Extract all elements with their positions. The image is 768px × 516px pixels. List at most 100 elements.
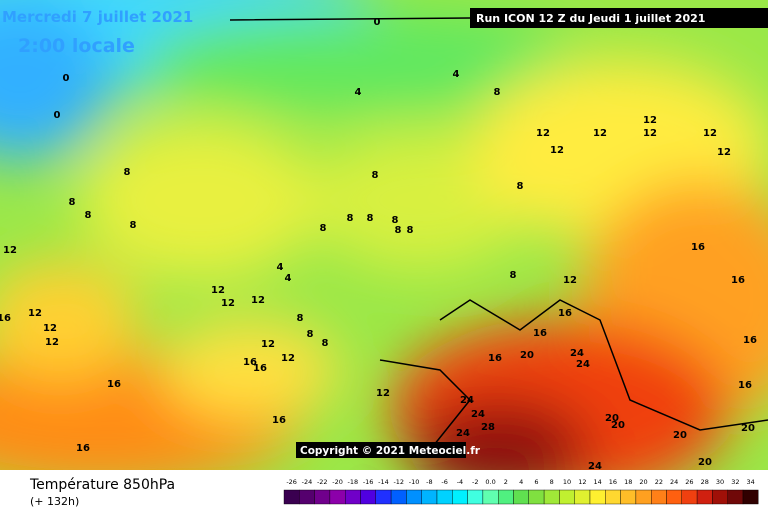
run-box	[470, 8, 768, 28]
legend-swatch	[712, 489, 728, 505]
contour-label: 16	[533, 328, 547, 339]
legend-label: 16	[609, 478, 617, 486]
contour-label: 16	[743, 335, 757, 346]
legend-swatch	[574, 489, 591, 505]
contour-label: 8	[320, 223, 327, 234]
contour-label: 0	[374, 17, 381, 28]
contour-label: 20	[611, 420, 625, 431]
legend-label: 6	[534, 478, 538, 486]
legend-label: -2	[472, 478, 478, 486]
contour-label: 8	[322, 338, 329, 349]
legend-swatch	[482, 489, 499, 505]
legend-swatch	[452, 489, 468, 505]
legend-swatch	[421, 489, 438, 505]
legend-label: 30	[716, 478, 724, 486]
contour-label: 8	[407, 225, 414, 236]
contour-label: 8	[367, 213, 374, 224]
legend-label: -22	[317, 478, 328, 486]
contour-label: 8	[510, 270, 517, 281]
legend-swatch	[666, 489, 683, 505]
footer-title: Température 850hPa	[29, 477, 175, 493]
contour-label: 16	[0, 313, 11, 324]
contour-label: 8	[347, 213, 354, 224]
contour-label: 24	[588, 461, 602, 472]
contour-label: 12	[593, 128, 607, 139]
contour-label: 20	[605, 413, 619, 424]
legend-swatch	[635, 489, 652, 505]
legend-label: 34	[747, 478, 755, 486]
copyright: Copyright © 2021 Meteociel.fr	[300, 445, 481, 457]
legend-label: 18	[624, 478, 632, 486]
date: Mercredi 7 juillet 2021	[2, 8, 193, 26]
contour-label: 12	[28, 308, 42, 319]
legend-label: -26	[286, 478, 297, 486]
contour-label: 24	[570, 348, 584, 359]
legend-label: -16	[363, 478, 374, 486]
contour-label: 20	[741, 423, 755, 434]
legend-swatch	[299, 489, 315, 505]
legend-swatch	[375, 489, 392, 505]
contour-label: 12	[221, 298, 235, 309]
contour-label: 4	[355, 87, 362, 98]
legend-label: 26	[685, 478, 693, 486]
legend-swatch	[467, 489, 484, 505]
legend-swatch	[620, 489, 637, 505]
legend-label: 28	[701, 478, 709, 486]
legend-label: 22	[655, 478, 663, 486]
contour-label: 16	[243, 357, 257, 368]
contour-label: 12	[281, 353, 295, 364]
legend-label: -8	[426, 478, 432, 486]
contour-label: 16	[76, 443, 90, 454]
contour-label: 16	[272, 415, 286, 426]
run-info: Run ICON 12 Z du Jeudi 1 juillet 2021	[476, 12, 705, 25]
contour-label: 12	[643, 115, 657, 126]
contour-label: 12	[211, 285, 225, 296]
contour-label: 0	[54, 110, 61, 121]
contour-label: 24	[576, 359, 590, 370]
contour-label: 16	[488, 353, 502, 364]
contour-label: 8	[494, 87, 501, 98]
contour-label: 0	[63, 73, 70, 84]
legend-swatch	[513, 489, 530, 505]
footer-lead: (+ 132h)	[30, 495, 79, 508]
contour-label: 12	[717, 147, 731, 158]
contour-label: 20	[698, 457, 712, 468]
legend-label: -20	[332, 478, 343, 486]
legend-swatch	[360, 489, 377, 505]
legend-label: 8	[550, 478, 554, 486]
legend-label: -10	[409, 478, 420, 486]
contour-label: 8	[517, 181, 524, 192]
legend-swatch	[390, 489, 407, 505]
contour-label: 12	[550, 145, 564, 156]
time: 2:00 locale	[18, 35, 135, 57]
contour-label: 20	[520, 350, 534, 361]
contour-label: 8	[392, 215, 399, 226]
contour-label: 12	[643, 128, 657, 139]
contour-label: 8	[69, 197, 76, 208]
legend-label: 4	[519, 478, 523, 486]
legend-swatch	[696, 489, 713, 505]
contour-label: 4	[285, 273, 292, 284]
contour-label: 12	[251, 295, 265, 306]
legend-label: 12	[578, 478, 586, 486]
contour-label: 8	[85, 210, 92, 221]
contour-label: 12	[261, 339, 275, 350]
legend-swatch	[329, 489, 346, 505]
contour-label: 12	[43, 323, 57, 334]
legend-swatch	[345, 489, 361, 505]
legend-swatch	[498, 489, 514, 505]
legend-label: -18	[348, 478, 359, 486]
legend-label: -12	[393, 478, 404, 486]
contour-label: 16	[558, 308, 572, 319]
contour-label: 12	[3, 245, 17, 256]
legend-label: 32	[731, 478, 739, 486]
legend-swatch	[436, 489, 453, 505]
contour-label: 12	[536, 128, 550, 139]
contour-label: 8	[297, 313, 304, 324]
legend-label: 10	[563, 478, 571, 486]
legend-swatch	[681, 489, 698, 505]
contour-label: 12	[563, 275, 577, 286]
legend-label: 0.0	[485, 478, 495, 486]
contour-label: 28	[481, 422, 495, 433]
